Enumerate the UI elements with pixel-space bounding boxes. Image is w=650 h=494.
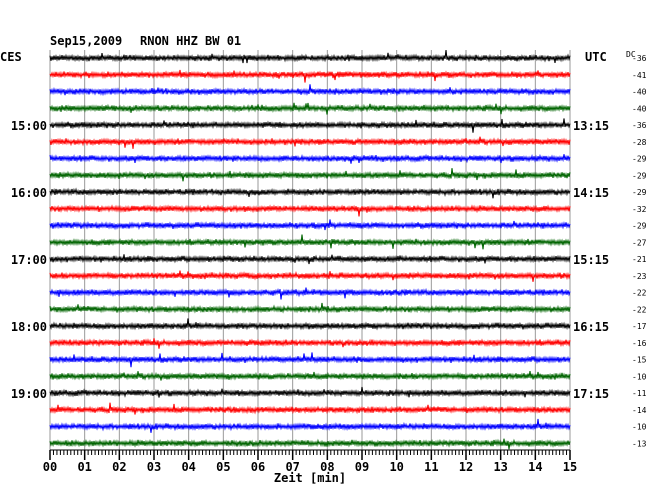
- left-axis-label: CES: [0, 50, 22, 64]
- dc-offset-value: -29: [632, 155, 647, 164]
- seismic-trace-16: [49, 302, 571, 314]
- dc-offset-value: -22: [632, 305, 647, 314]
- utc-time-label: 16:15: [573, 320, 609, 334]
- dc-offset-value: -17: [632, 322, 647, 331]
- x-tick-label-15: 15: [563, 460, 577, 474]
- seismic-trace-11: [49, 219, 571, 231]
- dc-offset-value: -32: [632, 205, 647, 214]
- dc-offset-value: -36: [632, 54, 647, 63]
- ces-time-label: 19:00: [11, 387, 47, 401]
- dc-offset-value: -29: [632, 171, 647, 180]
- dc-offset-value: -36: [632, 121, 647, 130]
- seismic-trace-8: [49, 168, 571, 182]
- x-tick-label-12: 12: [459, 460, 473, 474]
- dc-offset-value: -11: [632, 389, 647, 398]
- dc-offset-value: -29: [632, 188, 647, 197]
- chart-labels: Sep15,2009 RNON HHZ BW 01 CES UTC DC Zei…: [0, 34, 647, 485]
- seismic-trace-24: [49, 438, 571, 450]
- utc-time-label: 17:15: [573, 387, 609, 401]
- dc-offset-value: -41: [632, 71, 647, 80]
- seismic-trace-20: [49, 371, 571, 381]
- x-tick-label-10: 10: [389, 460, 403, 474]
- dc-offset-value: -28: [632, 138, 647, 147]
- minute-gridlines: [49, 50, 571, 450]
- x-tick-label-03: 03: [147, 460, 161, 474]
- seismic-trace-9: [49, 187, 571, 199]
- ces-time-label: 15:00: [11, 119, 47, 133]
- dc-offset-value: -16: [632, 339, 647, 348]
- dc-offset-value: -21: [632, 255, 647, 264]
- dc-offset-value: -22: [632, 289, 647, 298]
- utc-time-label: 15:15: [573, 253, 609, 267]
- x-tick-label-07: 07: [285, 460, 299, 474]
- seismic-trace-19: [49, 352, 571, 368]
- dc-offset-value: -40: [632, 88, 647, 97]
- seismic-trace-4: [49, 102, 571, 115]
- x-tick-label-11: 11: [424, 460, 438, 474]
- right-axis-label: UTC: [585, 50, 607, 64]
- seismic-trace-18: [49, 338, 571, 349]
- x-tick-label-09: 09: [355, 460, 369, 474]
- dc-offset-value: -15: [632, 356, 647, 365]
- seismic-trace-7: [49, 153, 571, 164]
- dc-offset-value: -23: [632, 272, 647, 281]
- seismic-trace-17: [49, 318, 571, 331]
- seismic-trace-12: [49, 234, 571, 250]
- seismic-trace-15: [49, 287, 571, 300]
- x-tick-label-13: 13: [493, 460, 507, 474]
- seismic-trace-1: [49, 49, 571, 64]
- seismic-trace-14: [49, 270, 571, 282]
- dc-offset-value: -10: [632, 372, 647, 381]
- dc-offset-value: -29: [632, 222, 647, 231]
- x-tick-label-01: 01: [77, 460, 91, 474]
- x-tick-label-14: 14: [528, 460, 542, 474]
- seismic-trace-23: [49, 418, 571, 433]
- x-tick-label-00: 00: [43, 460, 57, 474]
- header-date: Sep15,2009: [50, 34, 122, 48]
- dc-offset-value: -40: [632, 104, 647, 113]
- x-axis-label: Zeit [min]: [274, 471, 346, 485]
- x-tick-label-05: 05: [216, 460, 230, 474]
- x-tick-label-02: 02: [112, 460, 126, 474]
- dc-offset-value: -13: [632, 439, 647, 448]
- seismic-trace-3: [49, 84, 571, 97]
- x-tick-label-04: 04: [181, 460, 195, 474]
- seismogram-traces: [49, 49, 571, 450]
- seismic-trace-6: [49, 136, 571, 149]
- seismic-trace-5: [49, 118, 571, 133]
- header-station: RNON HHZ BW 01: [140, 34, 241, 48]
- dc-label: DC: [626, 50, 636, 59]
- utc-time-label: 14:15: [573, 186, 609, 200]
- dc-offset-value: -14: [632, 406, 647, 415]
- x-tick-label-08: 08: [320, 460, 334, 474]
- seismic-trace-21: [49, 386, 571, 398]
- seismic-trace-10: [49, 204, 571, 217]
- seismic-trace-2: [49, 69, 571, 83]
- dc-offset-value: -27: [632, 238, 647, 247]
- x-tick-label-06: 06: [251, 460, 265, 474]
- seismic-trace-13: [49, 254, 571, 265]
- x-axis-ticks: 00 01 02 03 04 05 06 07 08 09 10 11 12 13 14 15: [43, 450, 577, 474]
- ces-time-label: 18:00: [11, 320, 47, 334]
- utc-time-label: 13:15: [573, 119, 609, 133]
- ces-time-label: 17:00: [11, 253, 47, 267]
- seismic-trace-22: [49, 402, 571, 415]
- dc-offset-value: -10: [632, 423, 647, 432]
- ces-time-label: 16:00: [11, 186, 47, 200]
